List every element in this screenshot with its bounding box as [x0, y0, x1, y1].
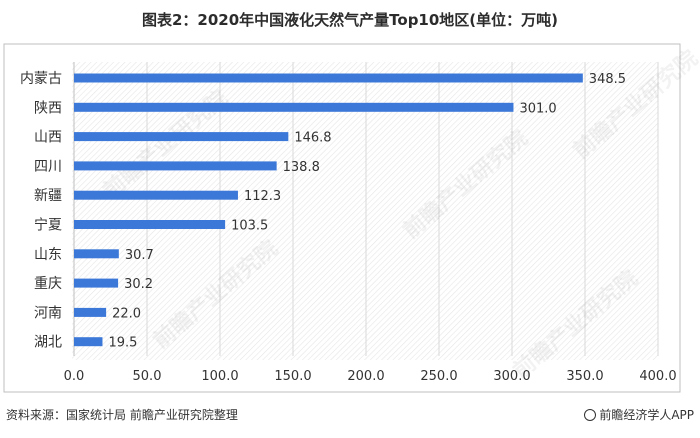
category-label: 湖北 — [34, 335, 62, 351]
bar — [74, 132, 289, 142]
category-label: 山东 — [34, 247, 62, 263]
value-label: 146.8 — [294, 131, 331, 146]
bar — [74, 249, 119, 259]
bar — [74, 307, 107, 317]
brand-label: 前瞻经济学人APP — [599, 408, 694, 422]
value-label: 19.5 — [108, 336, 137, 351]
value-label: 112.3 — [244, 189, 281, 204]
value-label: 22.0 — [112, 306, 141, 321]
value-label: 30.2 — [124, 277, 153, 292]
x-tick-label: 250.0 — [420, 369, 457, 384]
brand: 前瞻经济学人APP — [584, 406, 694, 423]
x-tick-label: 400.0 — [639, 369, 676, 384]
category-label: 河南 — [34, 305, 62, 321]
x-tick-label: 50.0 — [133, 369, 162, 384]
bars — [74, 73, 583, 347]
brand-logo-icon — [584, 409, 597, 421]
value-label: 138.8 — [283, 160, 320, 175]
x-tick-label: 0.0 — [64, 369, 85, 384]
value-label: 301.0 — [519, 101, 556, 116]
value-label: 30.7 — [125, 248, 154, 263]
footer: 资料来源：国家统计局 前瞻产业研究院整理 前瞻经济学人APP — [6, 404, 694, 424]
category-label: 山西 — [34, 130, 62, 146]
category-label: 重庆 — [34, 276, 62, 292]
bar — [74, 73, 583, 83]
x-tick-label: 200.0 — [347, 369, 384, 384]
x-tick-label: 100.0 — [201, 369, 238, 384]
category-label: 内蒙古 — [20, 71, 62, 87]
bar — [74, 337, 103, 347]
bar — [74, 161, 277, 171]
value-label: 348.5 — [589, 72, 626, 87]
x-tick-labels: 0.0 50.0 100.0 150.0 200.0 250.0 300.0 350.0 400… — [64, 369, 677, 384]
x-tick-label: 150.0 — [274, 369, 311, 384]
bar — [74, 190, 238, 200]
x-tick-label: 300.0 — [493, 369, 530, 384]
category-label: 新疆 — [34, 188, 62, 204]
category-label: 四川 — [34, 159, 62, 175]
source-note: 资料来源：国家统计局 前瞻产业研究院整理 — [6, 408, 238, 422]
bar — [74, 220, 226, 229]
chart-frame — [3, 43, 681, 393]
x-tick-label: 350.0 — [566, 369, 603, 384]
bar — [74, 278, 119, 288]
chart-title: 图表2：2020年中国液化天然气产量Top10地区(单位：万吨) — [141, 11, 559, 29]
category-label: 宁夏 — [34, 217, 62, 234]
value-label: 103.5 — [231, 219, 268, 234]
category-label: 陕西 — [34, 100, 62, 116]
bar — [74, 102, 514, 112]
